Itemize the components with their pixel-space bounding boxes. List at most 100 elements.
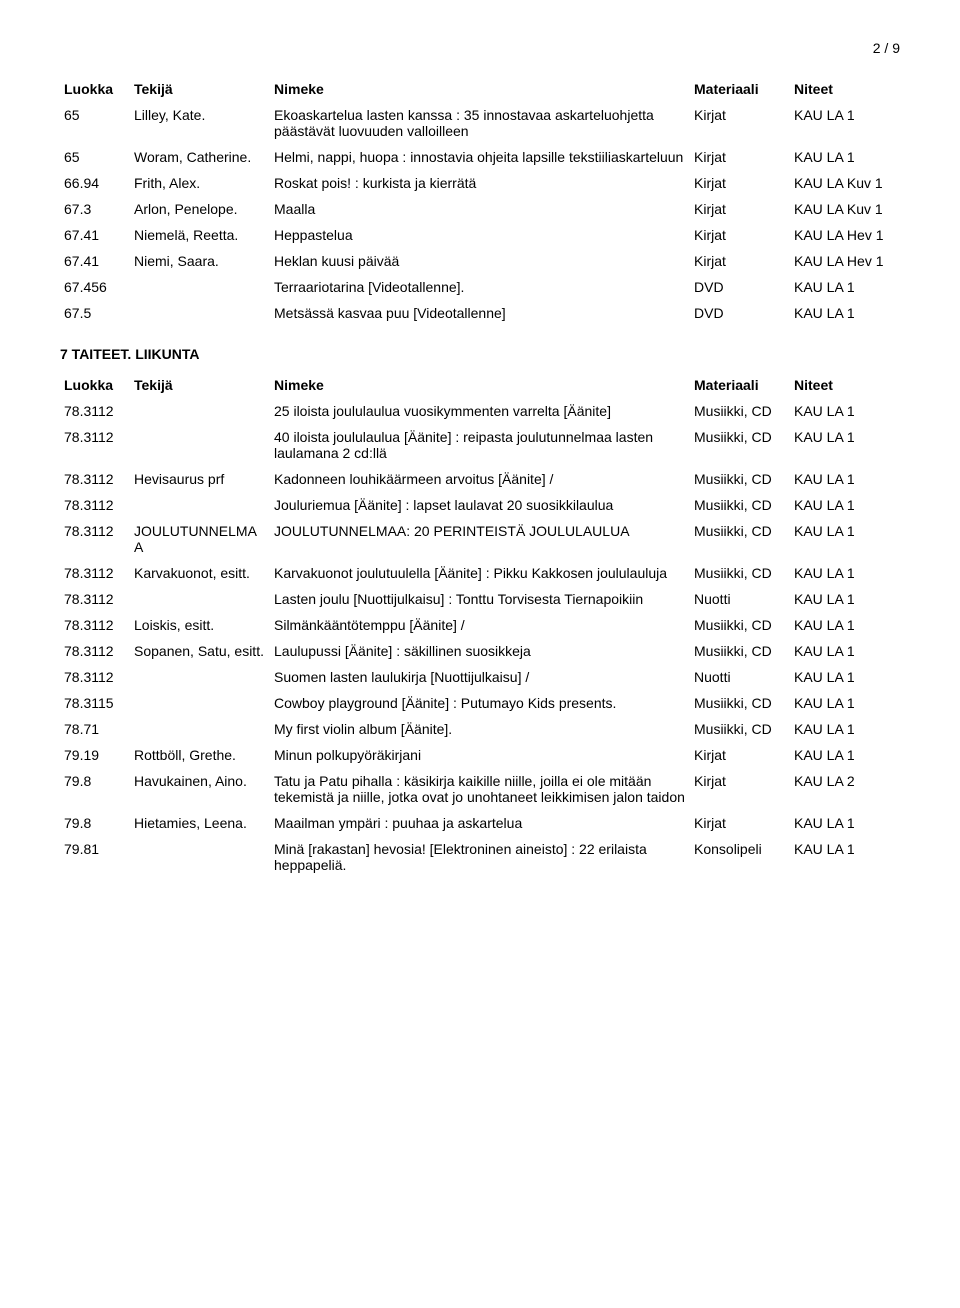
cell-materiaali: Konsolipeli (690, 836, 790, 878)
cell-niteet: KAU LA 1 (790, 742, 900, 768)
cell-materiaali: Kirjat (690, 170, 790, 196)
cell-luokka: 67.41 (60, 222, 130, 248)
cell-niteet: KAU LA 1 (790, 424, 900, 466)
cell-nimeke: Suomen lasten laulukirja [Nuottijulkaisu… (270, 664, 690, 690)
cell-niteet: KAU LA Hev 1 (790, 248, 900, 274)
cell-luokka: 67.41 (60, 248, 130, 274)
cell-luokka: 78.3112 (60, 398, 130, 424)
col-tekija: Tekijä (130, 76, 270, 102)
cell-materiaali: Nuotti (690, 664, 790, 690)
cell-tekija: Rottböll, Grethe. (130, 742, 270, 768)
cell-materiaali: Kirjat (690, 102, 790, 144)
cell-nimeke: Roskat pois! : kurkista ja kierrätä (270, 170, 690, 196)
header-row: Luokka Tekijä Nimeke Materiaali Niteet (60, 76, 900, 102)
cell-nimeke: Maailman ympäri : puuhaa ja askartelua (270, 810, 690, 836)
cell-nimeke: Silmänkääntötemppu [Äänite] / (270, 612, 690, 638)
cell-materiaali: Kirjat (690, 248, 790, 274)
cell-materiaali: Musiikki, CD (690, 518, 790, 560)
table-row: 79.19Rottböll, Grethe.Minun polkupyöräki… (60, 742, 900, 768)
cell-materiaali: Musiikki, CD (690, 690, 790, 716)
cell-niteet: KAU LA 1 (790, 586, 900, 612)
cell-materiaali: Nuotti (690, 586, 790, 612)
cell-tekija (130, 274, 270, 300)
table-row: 78.3112Sopanen, Satu, esitt.Laulupussi [… (60, 638, 900, 664)
cell-materiaali: Musiikki, CD (690, 638, 790, 664)
cell-niteet: KAU LA 1 (790, 612, 900, 638)
table-row: 78.3112Karvakuonot, esitt.Karvakuonot jo… (60, 560, 900, 586)
table-row: 67.3Arlon, Penelope.MaallaKirjatKAU LA K… (60, 196, 900, 222)
cell-luokka: 65 (60, 102, 130, 144)
cell-luokka: 78.3112 (60, 638, 130, 664)
cell-niteet: KAU LA 1 (790, 466, 900, 492)
col-niteet: Niteet (790, 372, 900, 398)
cell-tekija (130, 492, 270, 518)
cell-nimeke: 40 iloista joululaulua [Äänite] : reipas… (270, 424, 690, 466)
table-row: 78.3112Loiskis, esitt.Silmänkääntötemppu… (60, 612, 900, 638)
cell-materiaali: Musiikki, CD (690, 612, 790, 638)
table-row: 78.71My first violin album [Äänite].Musi… (60, 716, 900, 742)
cell-nimeke: Laulupussi [Äänite] : säkillinen suosikk… (270, 638, 690, 664)
col-nimeke: Nimeke (270, 76, 690, 102)
cell-materiaali: Kirjat (690, 742, 790, 768)
cell-nimeke: My first violin album [Äänite]. (270, 716, 690, 742)
cell-luokka: 78.3112 (60, 424, 130, 466)
cell-niteet: KAU LA Kuv 1 (790, 170, 900, 196)
cell-niteet: KAU LA 1 (790, 810, 900, 836)
cell-niteet: KAU LA 1 (790, 492, 900, 518)
cell-materiaali: Kirjat (690, 810, 790, 836)
cell-niteet: KAU LA 1 (790, 560, 900, 586)
table-row: 67.41Niemi, Saara.Heklan kuusi päivääKir… (60, 248, 900, 274)
cell-materiaali: Musiikki, CD (690, 424, 790, 466)
col-luokka: Luokka (60, 76, 130, 102)
cell-tekija (130, 716, 270, 742)
cell-tekija: JOULUTUNNELMAA (130, 518, 270, 560)
cell-materiaali: Kirjat (690, 144, 790, 170)
col-luokka: Luokka (60, 372, 130, 398)
page-number: 2 / 9 (60, 40, 900, 56)
cell-tekija: Arlon, Penelope. (130, 196, 270, 222)
cell-tekija: Hevisaurus prf (130, 466, 270, 492)
table-row: 79.8Havukainen, Aino.Tatu ja Patu pihall… (60, 768, 900, 810)
cell-tekija: Niemi, Saara. (130, 248, 270, 274)
cell-luokka: 79.8 (60, 810, 130, 836)
cell-luokka: 78.3112 (60, 612, 130, 638)
col-tekija: Tekijä (130, 372, 270, 398)
cell-nimeke: Heklan kuusi päivää (270, 248, 690, 274)
cell-tekija: Hietamies, Leena. (130, 810, 270, 836)
cell-materiaali: Kirjat (690, 768, 790, 810)
cell-tekija: Frith, Alex. (130, 170, 270, 196)
cell-niteet: KAU LA 1 (790, 300, 900, 326)
cell-luokka: 78.3112 (60, 664, 130, 690)
cell-niteet: KAU LA 1 (790, 664, 900, 690)
cell-niteet: KAU LA 2 (790, 768, 900, 810)
table-row: 78.311225 iloista joululaulua vuosikymme… (60, 398, 900, 424)
cell-luokka: 78.71 (60, 716, 130, 742)
cell-tekija (130, 586, 270, 612)
cell-niteet: KAU LA 1 (790, 638, 900, 664)
cell-materiaali: Kirjat (690, 222, 790, 248)
cell-nimeke: Tatu ja Patu pihalla : käsikirja kaikill… (270, 768, 690, 810)
col-niteet: Niteet (790, 76, 900, 102)
cell-materiaali: Musiikki, CD (690, 466, 790, 492)
cell-luokka: 78.3112 (60, 586, 130, 612)
table-row: 78.3112JOULUTUNNELMAAJOULUTUNNELMAA: 20 … (60, 518, 900, 560)
cell-materiaali: DVD (690, 274, 790, 300)
cell-luokka: 65 (60, 144, 130, 170)
cell-nimeke: Maalla (270, 196, 690, 222)
cell-niteet: KAU LA 1 (790, 398, 900, 424)
cell-luokka: 78.3112 (60, 560, 130, 586)
cell-niteet: KAU LA Hev 1 (790, 222, 900, 248)
cell-tekija (130, 664, 270, 690)
cell-luokka: 79.81 (60, 836, 130, 878)
cell-materiaali: Kirjat (690, 196, 790, 222)
table-row: 78.3112Hevisaurus prfKadonneen louhikäär… (60, 466, 900, 492)
cell-nimeke: Jouluriemua [Äänite] : lapset laulavat 2… (270, 492, 690, 518)
cell-tekija: Sopanen, Satu, esitt. (130, 638, 270, 664)
table-row: 65Lilley, Kate.Ekoaskartelua lasten kans… (60, 102, 900, 144)
cell-nimeke: Lasten joulu [Nuottijulkaisu] : Tonttu T… (270, 586, 690, 612)
cell-nimeke: Terraariotarina [Videotallenne]. (270, 274, 690, 300)
table-row: 67.41Niemelä, Reetta.HeppasteluaKirjatKA… (60, 222, 900, 248)
header-row: Luokka Tekijä Nimeke Materiaali Niteet (60, 372, 900, 398)
cell-materiaali: DVD (690, 300, 790, 326)
cell-niteet: KAU LA 1 (790, 274, 900, 300)
